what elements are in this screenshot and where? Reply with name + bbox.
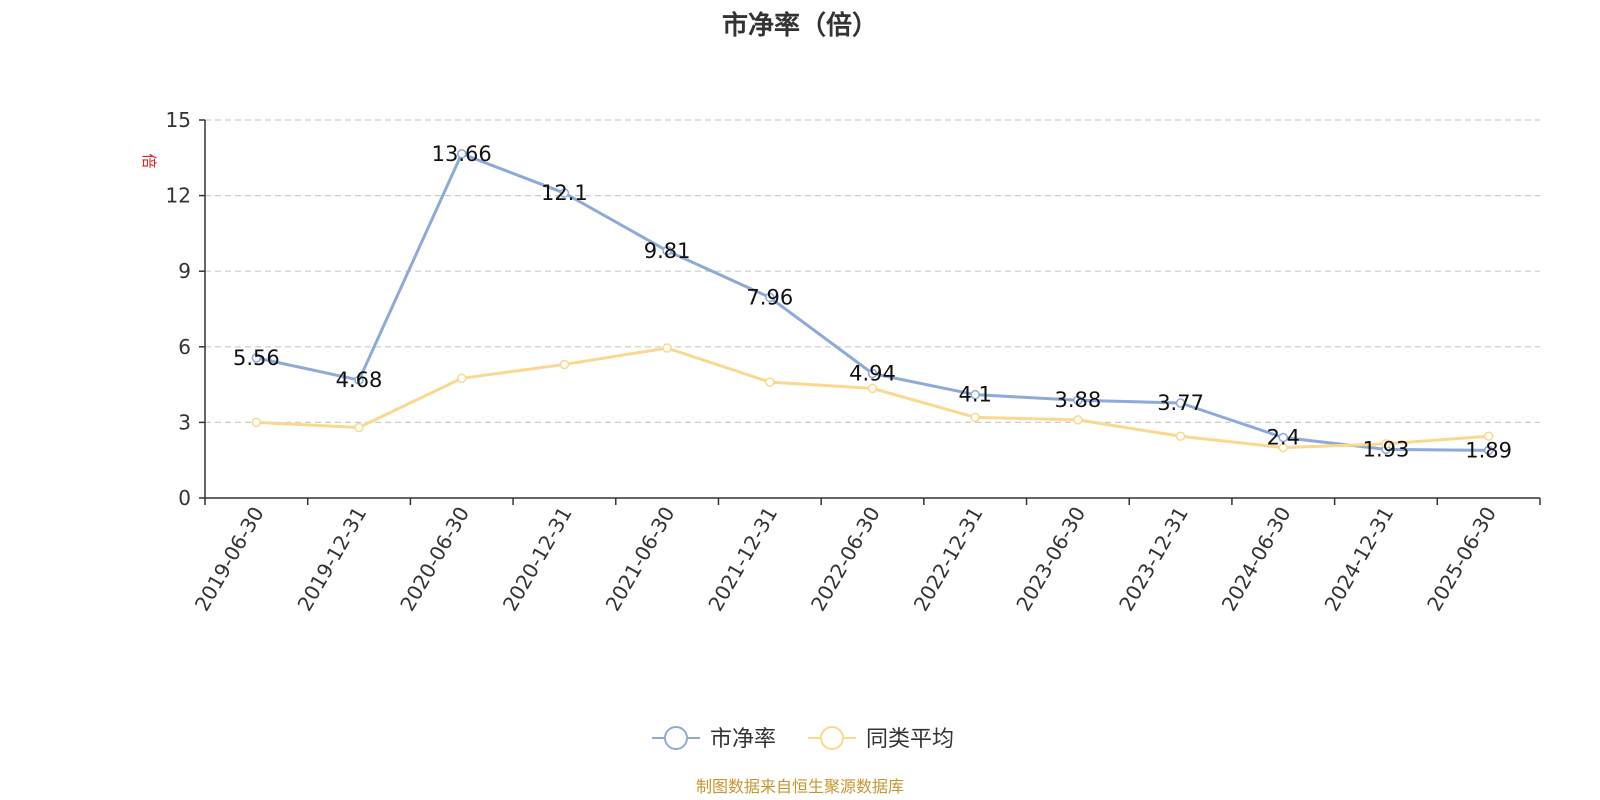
data-point [456, 373, 467, 384]
y-tick-label: 9 [178, 259, 191, 283]
data-point [662, 343, 672, 353]
data-point [559, 359, 570, 370]
x-tick-label: 2020-12-31 [498, 503, 577, 616]
data-point [1278, 432, 1289, 443]
data-label: 4.1 [958, 383, 991, 407]
data-point [559, 188, 570, 198]
x-tick-label: 2021-12-31 [703, 503, 782, 616]
data-point [970, 412, 980, 423]
data-point [1483, 445, 1494, 456]
grid-lines [205, 119, 1540, 423]
data-label: 5.56 [233, 346, 280, 370]
data-label: 4.68 [336, 368, 383, 392]
y-tick-label: 15 [166, 108, 191, 132]
data-point [970, 389, 980, 400]
x-tick-label: 2023-06-30 [1011, 503, 1090, 616]
data-point [1278, 442, 1289, 453]
y-tick-label: 12 [166, 184, 191, 208]
y-axis-unit: 倍 [140, 153, 158, 168]
legend[interactable]: 市净率 同类平均 [652, 726, 954, 752]
data-point [1483, 431, 1494, 442]
data-point [1073, 415, 1083, 425]
data-point [456, 149, 467, 159]
legend-item-0[interactable]: 市净率 [652, 726, 776, 752]
x-tick-label: 2021-06-30 [601, 503, 680, 616]
y-tick-label: 3 [178, 410, 191, 434]
chart-title: 市净率（倍） [722, 10, 878, 41]
x-tick-label: 2024-06-30 [1217, 503, 1296, 616]
series-line-0 [256, 152, 1489, 452]
data-label: 2.4 [1267, 426, 1300, 450]
data-label: 12.1 [541, 181, 588, 205]
y-tick-label: 6 [178, 335, 191, 359]
x-tick-label: 2020-06-30 [395, 503, 474, 616]
x-tick-label: 2019-06-30 [190, 503, 269, 616]
legend-marker [664, 726, 688, 750]
data-point [354, 422, 364, 433]
x-tick-label: 2019-12-31 [292, 503, 371, 616]
data-source-note: 制图数据来自恒生聚源数据库 [696, 777, 904, 796]
data-point [1175, 398, 1186, 408]
y-tick-label: 0 [178, 486, 191, 510]
data-point [1073, 395, 1083, 405]
legend-marker [820, 726, 844, 750]
x-tick-label: 2024-12-31 [1319, 503, 1398, 616]
data-point [867, 383, 878, 394]
data-point [765, 377, 775, 387]
x-tick-label: 2022-06-30 [806, 503, 885, 616]
data-point [1175, 431, 1186, 442]
data-label: 3.88 [1055, 388, 1102, 412]
series-layer [251, 149, 1494, 456]
data-label: 1.93 [1363, 437, 1410, 461]
legend-item-1[interactable]: 同类平均 [808, 726, 954, 752]
data-label: 4.94 [849, 362, 896, 386]
data-label: 7.96 [746, 285, 793, 309]
data-point [867, 368, 878, 379]
x-tick-label: 2025-06-30 [1422, 503, 1501, 616]
data-label: 3.77 [1157, 391, 1204, 415]
x-tick-label: 2023-12-31 [1114, 503, 1193, 616]
data-point [251, 417, 262, 428]
data-point [354, 375, 364, 385]
data-label: 9.81 [644, 239, 691, 263]
data-point [1381, 439, 1391, 449]
data-labels: 5.56 4.68 13.66 12.1 9.81 7.96 4.94 4.1 3.88 3.77… [233, 142, 1512, 463]
data-point [662, 246, 672, 256]
data-label: 1.89 [1465, 438, 1512, 462]
data-label: 13.66 [432, 142, 492, 166]
data-point [251, 353, 262, 363]
data-point [765, 292, 775, 303]
legend-label: 市净率 [710, 727, 776, 752]
x-tick-label: 2022-12-31 [909, 503, 988, 616]
legend-label: 同类平均 [866, 727, 954, 752]
